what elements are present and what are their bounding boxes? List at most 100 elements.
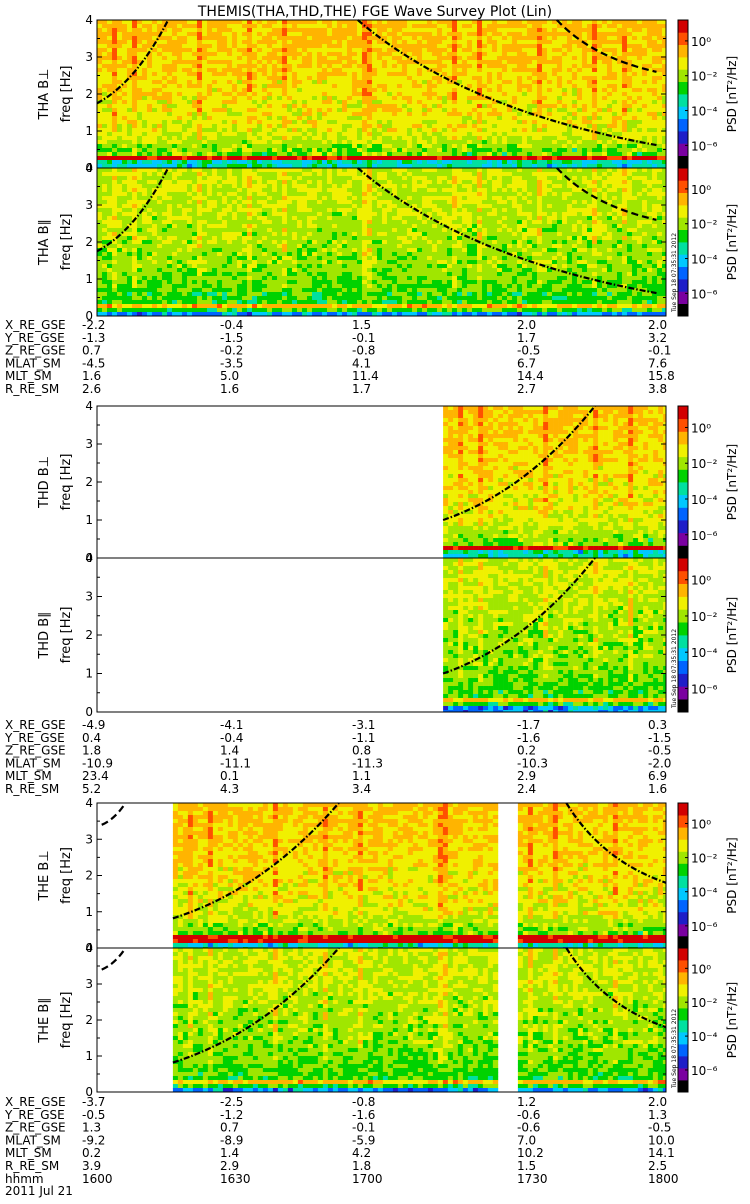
- colorbar-tick-label: 10⁰: [691, 183, 711, 197]
- y-axis-label: freq [Hz]: [59, 454, 74, 511]
- ephemeris-value: 2.6: [82, 382, 101, 396]
- y-tick-label: 3: [85, 437, 93, 451]
- ephemeris-value: 3.8: [648, 382, 667, 396]
- panel-label: THE B⊥: [37, 850, 52, 901]
- y-axis-label: freq [Hz]: [59, 607, 74, 664]
- spectrogram-cells: [443, 558, 666, 712]
- ephemeris-value: 4.3: [220, 782, 239, 796]
- y-tick-label: 2: [85, 475, 93, 489]
- y-tick-label: 2: [85, 235, 93, 249]
- colorbar-label: PSD [nT²/Hz]: [725, 204, 739, 280]
- y-tick-label: 1: [85, 513, 93, 527]
- ephemeris-value: 3.4: [352, 782, 371, 796]
- y-tick-label: 0: [85, 705, 93, 719]
- colorbar-tick-label: 10⁻²: [691, 852, 718, 866]
- y-tick-label: 1: [85, 905, 93, 919]
- y-axis-label: freq [Hz]: [59, 214, 74, 271]
- ephemeris-row-label: R_RE_SM: [5, 782, 59, 796]
- colorbar-label: PSD [nT²/Hz]: [725, 837, 739, 913]
- colorbar-tick-label: 10⁻⁴: [691, 493, 718, 507]
- ephemeris-value: 1600: [82, 1172, 113, 1186]
- y-tick-label: 1: [85, 124, 93, 138]
- y-tick-label: 2: [85, 869, 93, 883]
- colorbar-tick-label: 10⁻²: [691, 70, 718, 84]
- colorbar-tick-label: 10⁻⁶: [691, 139, 718, 153]
- colorbar: 10⁰ 10⁻² 10⁻⁴ 10⁻⁶ PSD [nT²/Hz]: [678, 948, 739, 1092]
- ephemeris-value: 2.7: [517, 382, 536, 396]
- colorbar: 10⁰ 10⁻² 10⁻⁴ 10⁻⁶ PSD [nT²/Hz]: [678, 20, 739, 168]
- colorbar-label: PSD [nT²/Hz]: [725, 982, 739, 1058]
- y-tick-label: 2: [85, 1013, 93, 1027]
- panel-label: THA B⊥: [37, 69, 52, 121]
- ephemeris-value: 1700: [352, 1172, 383, 1186]
- colorbar-tick-label: 10⁻⁴: [691, 1030, 718, 1044]
- panel-label: THA B∥: [37, 219, 52, 266]
- colorbar-tick-label: 10⁻²: [691, 457, 718, 471]
- colorbar-tick-label: 10⁻⁶: [691, 920, 718, 934]
- y-tick-label: 1: [85, 667, 93, 681]
- ephemeris-value: 1.7: [352, 382, 371, 396]
- ephemeris-row-label: R_RE_SM: [5, 382, 59, 396]
- colorbar-label: PSD [nT²/Hz]: [725, 444, 739, 520]
- panel-label: THD B⊥: [37, 456, 52, 509]
- colorbar-label: PSD [nT²/Hz]: [725, 597, 739, 673]
- cyclotron-frequency-curve: [102, 948, 126, 970]
- panel-label: THD B∥: [37, 611, 52, 659]
- ephemeris-value: 1800: [648, 1172, 679, 1186]
- colorbar-tick-label: 10⁻⁴: [691, 253, 718, 267]
- timestamp-stamp: Tue Sep 18 07:35:31 2012: [671, 629, 678, 709]
- y-tick-label: 4: [85, 399, 93, 413]
- colorbar-tick-label: 10⁰: [691, 35, 711, 49]
- y-tick-label: 4: [85, 161, 93, 175]
- colorbar-tick-label: 10⁻⁶: [691, 682, 718, 696]
- y-tick-label: 3: [85, 198, 93, 212]
- colorbar-tick-label: 10⁻⁶: [691, 1064, 718, 1078]
- y-tick-label: 4: [85, 13, 93, 27]
- colorbar-tick-label: 10⁻²: [691, 218, 718, 232]
- ephemeris-value: 1.6: [648, 782, 667, 796]
- y-axis-label: freq [Hz]: [59, 992, 74, 1049]
- y-tick-label: 3: [85, 977, 93, 991]
- spectrogram-cells: [173, 803, 666, 948]
- colorbar-tick-label: 10⁰: [691, 818, 711, 832]
- colorbar-tick-label: 10⁻⁴: [691, 646, 718, 660]
- ephemeris-value: 1.6: [220, 382, 239, 396]
- y-tick-label: 3: [85, 832, 93, 846]
- y-tick-label: 4: [85, 941, 93, 955]
- colorbar-tick-label: 10⁻⁴: [691, 105, 718, 119]
- colorbar-tick-label: 10⁻²: [691, 996, 718, 1010]
- ephemeris-value: 1630: [220, 1172, 251, 1186]
- y-axis-label: freq [Hz]: [59, 847, 74, 904]
- ephemeris-value: 1730: [517, 1172, 548, 1186]
- timestamp-stamp: Tue Sep 18 07:35:31 2012: [671, 233, 678, 313]
- colorbar-tick-label: 10⁰: [691, 962, 711, 976]
- colorbar: 10⁰ 10⁻² 10⁻⁴ 10⁻⁶ PSD [nT²/Hz]: [678, 406, 739, 558]
- panel-label: THE B∥: [37, 997, 52, 1043]
- colorbar-tick-label: 10⁰: [691, 574, 711, 588]
- spectrogram-cells: [97, 168, 666, 316]
- y-tick-label: 3: [85, 50, 93, 64]
- cyclotron-frequency-curve: [102, 803, 126, 825]
- y-tick-label: 1: [85, 272, 93, 286]
- colorbar-tick-label: 10⁰: [691, 422, 711, 436]
- colorbar-tick-label: 10⁻²: [691, 610, 718, 624]
- figure-title: THEMIS(THA,THD,THE) FGE Wave Survey Plot…: [197, 4, 552, 20]
- y-tick-label: 2: [85, 87, 93, 101]
- date-label: 2011 Jul 21: [5, 1184, 73, 1198]
- y-tick-label: 1: [85, 1049, 93, 1063]
- timestamp-stamp: Tue Sep 18 07:35:31 2012: [671, 1009, 678, 1089]
- ephemeris-value: 5.2: [82, 782, 101, 796]
- colorbar-tick-label: 10⁻⁶: [691, 529, 718, 543]
- spectrogram-cells: [443, 406, 666, 558]
- spectrogram-cells: [97, 20, 666, 168]
- colorbar-label: PSD [nT²/Hz]: [725, 56, 739, 132]
- spectrogram-cells: [173, 948, 666, 1092]
